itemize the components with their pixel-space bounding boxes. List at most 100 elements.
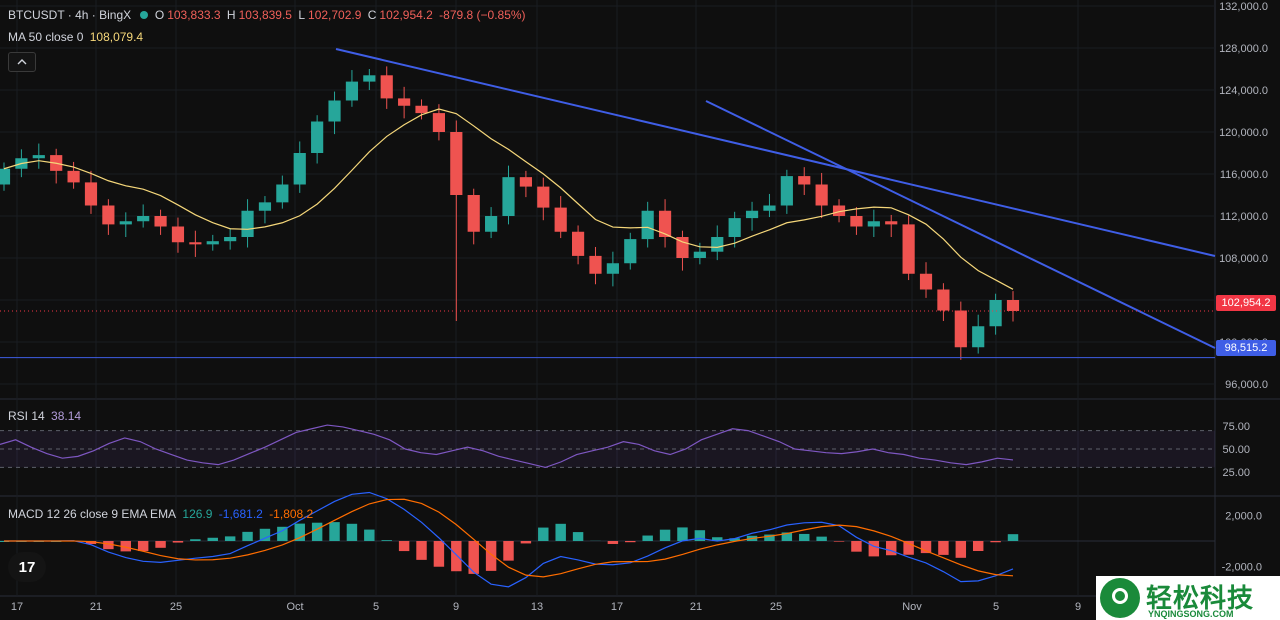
candle-body: [972, 326, 985, 348]
ma-legend[interactable]: MA 50 close 0 108,079.4: [8, 30, 146, 44]
candle-body: [606, 263, 619, 274]
macd-histogram-bar: [329, 522, 340, 541]
candle-body: [258, 202, 272, 211]
candle-body: [84, 182, 98, 206]
time-tick-label: 17: [11, 601, 23, 613]
candle-body: [589, 255, 602, 274]
macd-histogram-bar: [364, 529, 375, 541]
trendline-lower: [705, 100, 1216, 349]
macd-histogram-bar: [520, 541, 532, 544]
macd-histogram-bar: [468, 541, 479, 574]
macd-histogram-bar: [190, 539, 201, 541]
candle-body: [867, 221, 880, 227]
candle-body: [345, 81, 359, 101]
candle-body: [380, 75, 393, 99]
macd-tick-label: -2,000.0: [1222, 562, 1262, 574]
high-label: H: [226, 8, 236, 22]
open-value: 103,833.3: [167, 8, 221, 22]
ma-label: MA 50 close 0: [8, 30, 84, 44]
macd-histogram-bar: [259, 528, 271, 541]
rsi-line: [0, 424, 1014, 469]
macd-histogram-bar: [729, 538, 740, 541]
chart-header-legend: BTCUSDT · 4h · BingX O 103,833.3 H 103,839…: [8, 8, 529, 22]
macd-histogram-bar: [642, 535, 653, 541]
tradingview-logo-icon[interactable]: 17: [8, 552, 46, 582]
low-value: 102,702.9: [308, 8, 362, 22]
macd-histogram-bar: [955, 541, 967, 558]
macd-histogram-bar: [555, 523, 566, 541]
macd-histogram-bar: [659, 529, 671, 541]
market-status-dot: [139, 11, 148, 19]
candle-body: [224, 237, 237, 242]
open-label: O: [154, 8, 165, 22]
macd-signal-line: [4, 498, 1014, 578]
macd-legend[interactable]: MACD 12 26 close 9 EMA EMA 126.9 -1,681.…: [8, 507, 316, 521]
macd-histogram-bar: [381, 540, 392, 541]
macd-histogram-bar: [416, 541, 427, 560]
macd-line: [4, 491, 1014, 588]
trendline-upper: [335, 48, 1216, 257]
candle-body: [937, 289, 950, 311]
macd-histogram-bar: [398, 541, 410, 552]
candle-body: [363, 75, 376, 82]
watermark-logo: 轻松科技 YNQINGSONG.COM: [1096, 576, 1280, 620]
macd-histogram-bar: [816, 536, 827, 541]
time-tick-label: 5: [993, 601, 999, 613]
time-tick-label: 25: [170, 601, 182, 613]
candle-body: [154, 216, 167, 227]
watermark-title: 轻松科技: [1146, 584, 1255, 614]
candle-body: [745, 210, 759, 219]
rsi-value: 38.14: [51, 409, 82, 423]
macd-histogram-bar: [207, 537, 218, 541]
ma-50-line: [3, 108, 1014, 290]
macd-histogram-bar: [764, 534, 775, 541]
candle-body: [328, 100, 341, 122]
rsi-legend[interactable]: RSI 14 38.14: [8, 409, 84, 423]
candle-body: [693, 251, 706, 258]
macd-histogram-bar: [172, 541, 184, 543]
price-tick-label: 128,000.0: [1219, 43, 1268, 55]
candle-body: [798, 176, 811, 185]
macd-histogram-bar: [799, 533, 810, 541]
candle-body: [137, 216, 150, 222]
macd-histogram-bar: [277, 526, 288, 541]
collapse-legend-button[interactable]: [8, 52, 36, 72]
candle-body: [276, 184, 289, 203]
candle-body: [902, 224, 915, 274]
macd-histogram-bar: [1007, 534, 1019, 541]
candle-body: [415, 105, 428, 114]
macd-histogram-bar: [503, 541, 514, 561]
candle-body: [293, 153, 306, 185]
macd-histogram-bar: [346, 523, 358, 541]
candle-body: [763, 205, 776, 211]
macd-histogram-bar: [538, 527, 549, 541]
macd-histogram-bar: [242, 531, 253, 541]
high-value: 103,839.5: [238, 8, 292, 22]
candle-body: [641, 210, 654, 240]
symbol-label[interactable]: BTCUSDT · 4h · BingX: [8, 8, 132, 22]
candle-body: [885, 221, 898, 225]
macd-histogram-bar: [607, 541, 619, 544]
candle-body: [537, 186, 550, 208]
macd-histogram-bar: [903, 541, 914, 555]
candle-body: [850, 216, 863, 227]
macd-histogram-bar: [677, 527, 688, 541]
macd-histogram-bar: [972, 541, 984, 552]
time-tick-label: 5: [373, 601, 379, 613]
macd-tick-label: 2,000.0: [1225, 510, 1262, 522]
time-tick-label: 21: [90, 601, 102, 613]
macd-histogram-bar: [781, 532, 793, 541]
price-tick-label: 112,000.0: [1220, 211, 1268, 223]
close-value: 102,954.2: [379, 8, 433, 22]
close-label: C: [367, 8, 377, 22]
macd-histogram-bar: [712, 537, 723, 541]
candle-body: [954, 310, 967, 348]
rsi-tick-label: 75.00: [1222, 421, 1250, 433]
candle-body: [241, 210, 254, 237]
candle-body: [815, 184, 828, 206]
macd-histogram-bar: [625, 541, 636, 543]
macd-histogram-bar: [155, 541, 166, 548]
macd-histogram-bar: [485, 541, 497, 571]
candle-body: [206, 241, 219, 245]
